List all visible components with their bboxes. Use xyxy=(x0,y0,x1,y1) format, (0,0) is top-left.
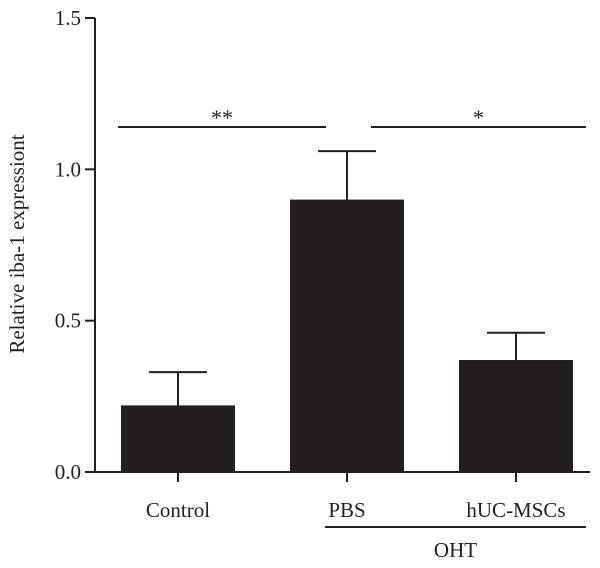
x-tick-label: Control xyxy=(146,498,210,522)
bar xyxy=(290,199,404,472)
x-tick-label: PBS xyxy=(328,498,365,522)
y-tick-label: 1.0 xyxy=(55,157,81,181)
annotations: OHT** * xyxy=(118,105,586,562)
significance-label: ** xyxy=(211,105,233,130)
x-tick-label: hUC-MSCs xyxy=(466,498,565,522)
significance-label: * xyxy=(473,105,484,130)
bar xyxy=(459,360,573,472)
y-tick-label: 0.0 xyxy=(55,460,81,484)
bar xyxy=(121,405,235,472)
bars xyxy=(121,150,573,472)
y-tick-label: 0.5 xyxy=(55,309,81,333)
y-tick-label: 1.5 xyxy=(55,6,81,30)
group-label: OHT xyxy=(434,538,477,562)
y-axis-title: Relative iba-1 expressiont xyxy=(5,134,29,353)
